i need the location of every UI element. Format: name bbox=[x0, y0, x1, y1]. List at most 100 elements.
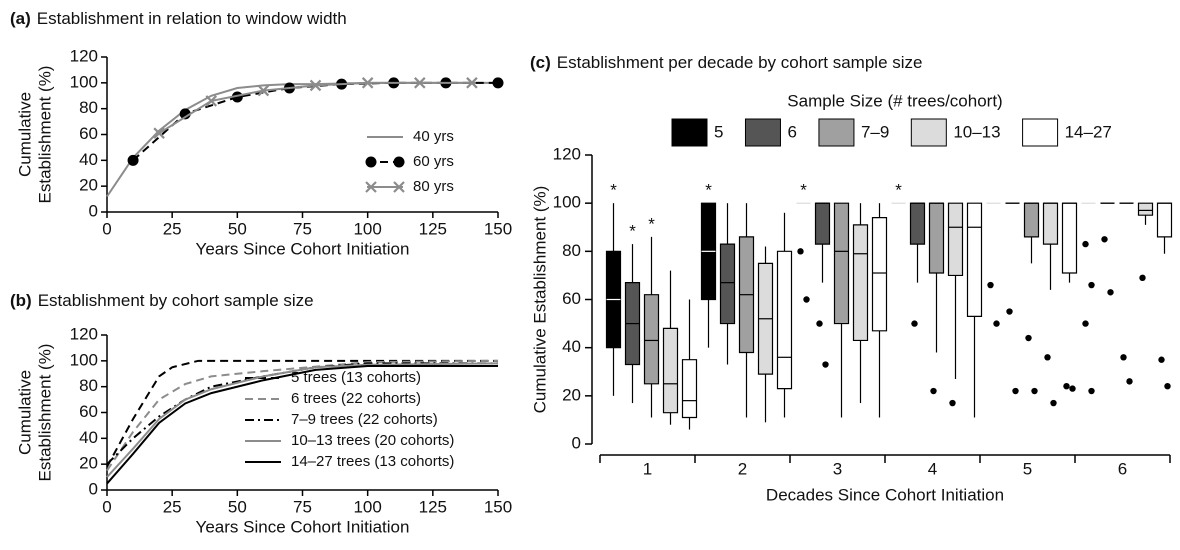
outlier bbox=[1006, 308, 1013, 315]
outlier bbox=[1107, 289, 1114, 296]
y-axis-label: Establishment (%) bbox=[35, 344, 54, 482]
series-line bbox=[106, 359, 499, 472]
significance-star: * bbox=[705, 181, 712, 200]
legend-item: 14–27 trees (13 cohorts) bbox=[245, 453, 454, 470]
y-tick-label: 0 bbox=[89, 201, 98, 220]
y-tick-label: 80 bbox=[79, 98, 98, 117]
panel-title: (b) Establishment by cohort sample size bbox=[10, 291, 314, 310]
legend-label: 80 yrs bbox=[413, 178, 454, 195]
outlier bbox=[1025, 334, 1032, 342]
box bbox=[947, 202, 964, 277]
outlier bbox=[1069, 385, 1076, 392]
x-tick-label: 100 bbox=[353, 219, 381, 238]
legend-label: 60 yrs bbox=[413, 153, 454, 170]
outlier bbox=[1050, 399, 1057, 407]
y-tick-label: 60 bbox=[79, 124, 98, 143]
box bbox=[1023, 202, 1040, 238]
x-tick-label: 6 bbox=[1118, 459, 1127, 478]
marker bbox=[365, 181, 377, 193]
box-group bbox=[833, 202, 850, 418]
legend-title: Sample Size (# trees/cohort) bbox=[787, 91, 1002, 110]
y-tick-label: 120 bbox=[70, 46, 98, 65]
outlier bbox=[1012, 387, 1019, 395]
legend-swatch bbox=[1022, 118, 1059, 147]
box-group bbox=[1119, 202, 1134, 385]
outlier bbox=[1101, 236, 1108, 243]
legend-item: 5 trees (13 cohorts) bbox=[245, 369, 421, 386]
x-tick-label: 50 bbox=[228, 219, 247, 238]
marker bbox=[179, 108, 191, 120]
legend-item: 14–27 bbox=[1022, 118, 1112, 147]
box-group bbox=[947, 202, 964, 407]
legend-item: 60 yrs bbox=[365, 153, 454, 170]
outlier bbox=[803, 296, 810, 303]
y-axis-label: Establishment (%) bbox=[35, 66, 54, 204]
legend-label: 14–27 bbox=[1065, 122, 1112, 141]
x-tick-label: 25 bbox=[163, 219, 182, 238]
outlier bbox=[949, 399, 956, 407]
box bbox=[871, 217, 888, 332]
y-tick-label: 100 bbox=[70, 72, 98, 91]
box bbox=[928, 202, 945, 274]
box bbox=[966, 202, 983, 317]
legend-label: 40 yrs bbox=[413, 128, 454, 145]
outlier bbox=[822, 361, 829, 368]
box bbox=[681, 359, 698, 419]
legend-label: 7–9 trees (22 cohorts) bbox=[291, 411, 438, 428]
outlier bbox=[1082, 240, 1089, 248]
x-tick-label: 150 bbox=[484, 219, 512, 238]
legend-label: 10–13 trees (20 cohorts) bbox=[291, 432, 454, 449]
legend-label: 6 trees (22 cohorts) bbox=[291, 390, 421, 407]
box-group bbox=[776, 212, 793, 418]
x-tick-label: 2 bbox=[738, 459, 747, 478]
marker bbox=[466, 77, 478, 89]
y-tick-label: 20 bbox=[562, 385, 581, 404]
significance-star: * bbox=[800, 181, 807, 200]
box-group bbox=[928, 202, 945, 395]
y-tick-label: 20 bbox=[79, 454, 98, 473]
box-group bbox=[814, 202, 831, 368]
legend-label: 6 bbox=[787, 122, 796, 141]
y-tick-label: 20 bbox=[79, 176, 98, 195]
x-axis-label: Years Since Cohort Initiation bbox=[196, 239, 410, 258]
y-tick-label: 40 bbox=[79, 428, 98, 447]
box bbox=[852, 224, 869, 342]
box bbox=[909, 202, 926, 245]
y-tick-label: 120 bbox=[70, 324, 98, 343]
significance-star: * bbox=[895, 181, 902, 200]
legend-label: 5 bbox=[714, 122, 723, 141]
box-group bbox=[1061, 202, 1078, 392]
y-tick-label: 60 bbox=[562, 289, 581, 308]
box-group bbox=[1100, 202, 1115, 296]
box bbox=[643, 294, 660, 385]
x-tick-label: 1 bbox=[643, 459, 652, 478]
box bbox=[814, 202, 831, 245]
marker bbox=[309, 79, 322, 92]
marker bbox=[393, 156, 405, 168]
y-tick-label: 80 bbox=[79, 376, 98, 395]
marker bbox=[153, 127, 165, 139]
box-group bbox=[1081, 202, 1096, 395]
significance-star: * bbox=[610, 181, 617, 200]
box bbox=[1042, 202, 1059, 245]
y-tick-label: 0 bbox=[572, 433, 581, 452]
outlier bbox=[1063, 383, 1070, 390]
series-line bbox=[132, 81, 498, 162]
outlier bbox=[1126, 378, 1133, 385]
box-group bbox=[662, 270, 679, 425]
y-tick-label: 40 bbox=[562, 337, 581, 356]
y-tick-label: 80 bbox=[562, 241, 581, 260]
legend-label: 5 trees (13 cohorts) bbox=[291, 369, 421, 386]
box-group bbox=[966, 202, 983, 418]
marker bbox=[205, 95, 218, 107]
outlier bbox=[797, 248, 804, 255]
box-group bbox=[1137, 202, 1154, 282]
significance-star: * bbox=[648, 214, 655, 233]
box-group bbox=[1156, 202, 1173, 390]
significance-star: * bbox=[629, 222, 636, 241]
legend-item: 5 bbox=[671, 118, 723, 147]
box-group bbox=[757, 246, 774, 423]
box bbox=[662, 327, 679, 414]
legend-swatch bbox=[910, 118, 947, 147]
